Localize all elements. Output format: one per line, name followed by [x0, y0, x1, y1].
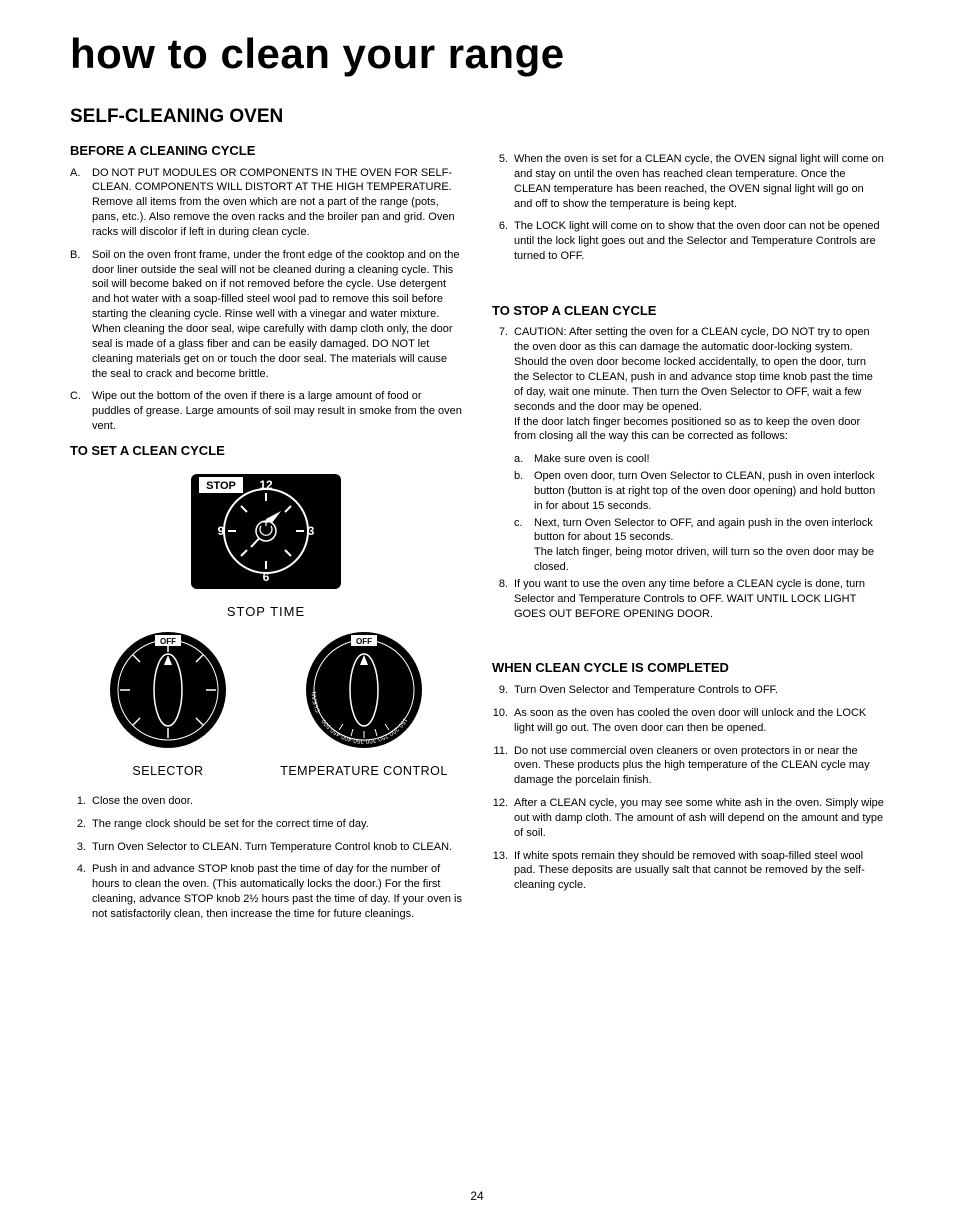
- item-text: After a CLEAN cycle, you may see some wh…: [514, 796, 884, 841]
- item-marker: A.: [70, 166, 92, 240]
- item-marker: 13.: [492, 849, 514, 894]
- right-column: 5. When the oven is set for a CLEAN cycl…: [492, 134, 884, 930]
- section-title: SELF-CLEANING OVEN: [70, 106, 884, 128]
- item-text: DO NOT PUT MODULES OR COMPONENTS IN THE …: [92, 166, 462, 240]
- complete-heading: WHEN CLEAN CYCLE IS COMPLETED: [492, 659, 884, 677]
- item-marker: b.: [514, 469, 534, 514]
- selector-dial-icon: OFF: [93, 625, 243, 755]
- temperature-label: TEMPERATURE CONTROL: [266, 763, 462, 780]
- set-item: 4. Push in and advance STOP knob past th…: [70, 862, 462, 921]
- set-item: 6. The LOCK light will come on to show t…: [492, 219, 884, 264]
- item-text: If you want to use the oven any time bef…: [514, 577, 884, 622]
- item-text: Turn Oven Selector and Temperature Contr…: [514, 683, 778, 698]
- before-item: B. Soil on the oven front frame, under t…: [70, 248, 462, 382]
- stop-time-clock-icon: 12 3 6 9 STOP: [181, 469, 351, 599]
- complete-item: 10. As soon as the oven has cooled the o…: [492, 706, 884, 736]
- sub-item: a. Make sure oven is cool!: [514, 452, 884, 467]
- temperature-dial-icon: OFF CLEAN 150·200·250·300·350·400·450·50…: [289, 625, 439, 755]
- item-marker: 4.: [70, 862, 92, 921]
- item-marker: 5.: [492, 152, 514, 211]
- svg-text:9: 9: [218, 524, 225, 538]
- control-diagrams: 12 3 6 9 STOP STOP TIME: [70, 469, 462, 779]
- item-marker: c.: [514, 516, 534, 575]
- sub-item: b. Open oven door, turn Oven Selector to…: [514, 469, 884, 514]
- svg-text:12: 12: [259, 478, 273, 492]
- item-marker: 3.: [70, 840, 92, 855]
- complete-item: 13. If white spots remain they should be…: [492, 849, 884, 894]
- item-text: Make sure oven is cool!: [534, 452, 650, 467]
- svg-text:6: 6: [263, 570, 270, 584]
- stop-time-label: STOP TIME: [70, 603, 462, 621]
- item-text: Turn Oven Selector to CLEAN. Turn Temper…: [92, 840, 452, 855]
- set-item: 1. Close the oven door.: [70, 794, 462, 809]
- set-heading: TO SET A CLEAN CYCLE: [70, 442, 462, 460]
- item-marker: 2.: [70, 817, 92, 832]
- item-marker: C.: [70, 389, 92, 434]
- set-item: 2. The range clock should be set for the…: [70, 817, 462, 832]
- item-text: Do not use commercial oven cleaners or o…: [514, 744, 884, 789]
- svg-text:OFF: OFF: [160, 637, 176, 646]
- before-item: C. Wipe out the bottom of the oven if th…: [70, 389, 462, 434]
- stop-heading: TO STOP A CLEAN CYCLE: [492, 302, 884, 320]
- sub-item: c. Next, turn Oven Selector to OFF, and …: [514, 516, 884, 575]
- svg-text:3: 3: [308, 524, 315, 538]
- before-heading: BEFORE A CLEANING CYCLE: [70, 142, 462, 160]
- stop-item: 7. CAUTION: After setting the oven for a…: [492, 325, 884, 444]
- item-marker: 7.: [492, 325, 514, 444]
- svg-text:OFF: OFF: [356, 637, 372, 646]
- selector-label: SELECTOR: [70, 763, 266, 780]
- item-text: If white spots remain they should be rem…: [514, 849, 884, 894]
- item-marker: B.: [70, 248, 92, 382]
- item-text: Next, turn Oven Selector to OFF, and aga…: [534, 516, 884, 575]
- item-marker: a.: [514, 452, 534, 467]
- complete-item: 12. After a CLEAN cycle, you may see som…: [492, 796, 884, 841]
- set-item: 5. When the oven is set for a CLEAN cycl…: [492, 152, 884, 211]
- item-marker: 11.: [492, 744, 514, 789]
- left-column: BEFORE A CLEANING CYCLE A. DO NOT PUT MO…: [70, 134, 462, 930]
- item-text: Close the oven door.: [92, 794, 193, 809]
- set-item: 3. Turn Oven Selector to CLEAN. Turn Tem…: [70, 840, 462, 855]
- complete-item: 11. Do not use commercial oven cleaners …: [492, 744, 884, 789]
- item-text: CAUTION: After setting the oven for a CL…: [514, 325, 884, 444]
- item-text: When the oven is set for a CLEAN cycle, …: [514, 152, 884, 211]
- page-number: 24: [0, 1189, 954, 1203]
- item-marker: 8.: [492, 577, 514, 622]
- item-text: As soon as the oven has cooled the oven …: [514, 706, 884, 736]
- item-text: Soil on the oven front frame, under the …: [92, 248, 462, 382]
- item-text: Wipe out the bottom of the oven if there…: [92, 389, 462, 434]
- item-marker: 1.: [70, 794, 92, 809]
- item-marker: 10.: [492, 706, 514, 736]
- complete-item: 9. Turn Oven Selector and Temperature Co…: [492, 683, 884, 698]
- before-item: A. DO NOT PUT MODULES OR COMPONENTS IN T…: [70, 166, 462, 240]
- item-text: The range clock should be set for the co…: [92, 817, 369, 832]
- svg-text:STOP: STOP: [206, 480, 236, 492]
- page-title: how to clean your range: [70, 30, 884, 78]
- item-text: Open oven door, turn Oven Selector to CL…: [534, 469, 884, 514]
- item-text: Push in and advance STOP knob past the t…: [92, 862, 462, 921]
- stop-item: 8. If you want to use the oven any time …: [492, 577, 884, 622]
- item-marker: 6.: [492, 219, 514, 264]
- item-marker: 9.: [492, 683, 514, 698]
- item-marker: 12.: [492, 796, 514, 841]
- item-text: The LOCK light will come on to show that…: [514, 219, 884, 264]
